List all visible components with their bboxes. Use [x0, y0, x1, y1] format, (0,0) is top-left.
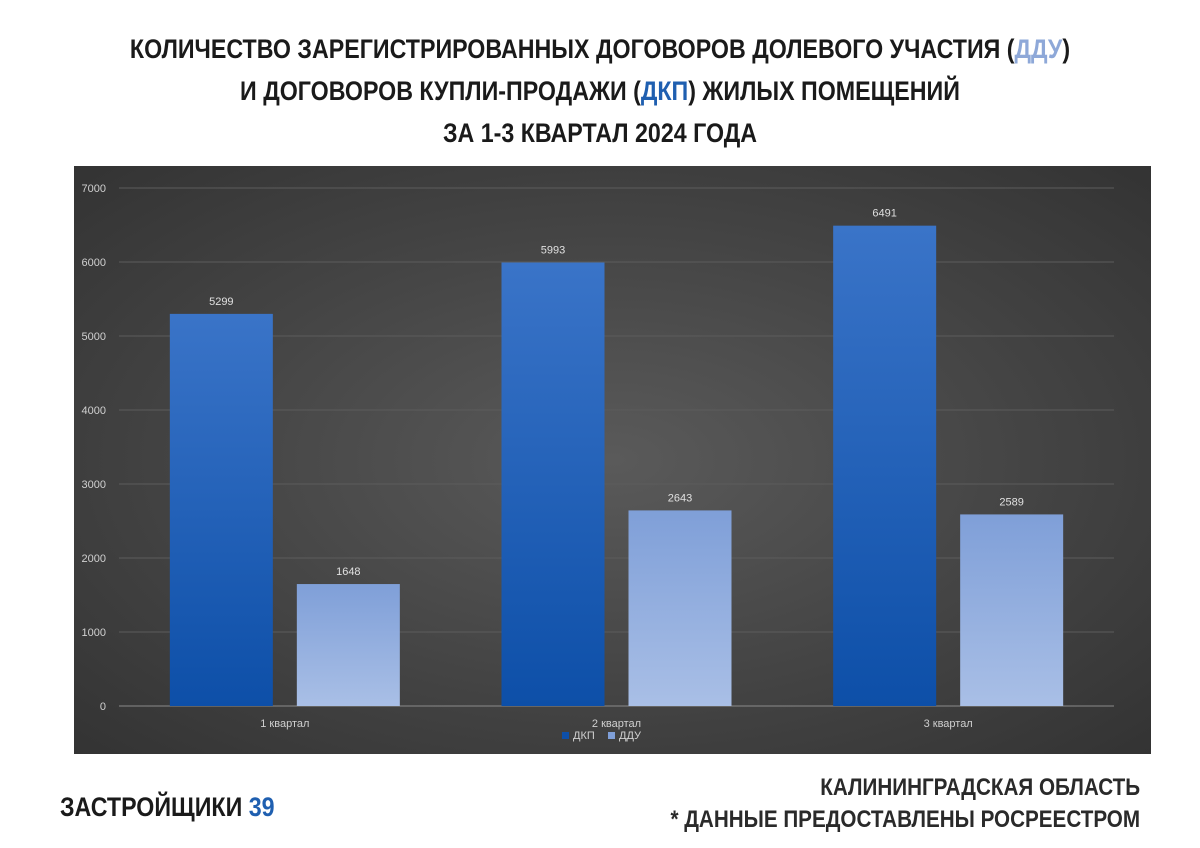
bar-dkp: [169, 313, 273, 706]
legend-label: ДКП: [573, 730, 595, 742]
chart-title: КОЛИЧЕСТВО ЗАРЕГИСТРИРОВАННЫХ ДОГОВОРОВ …: [84, 28, 1116, 154]
y-tick-label: 7000: [82, 183, 106, 195]
data-label: 6491: [872, 208, 896, 220]
data-label: 5993: [541, 245, 565, 257]
x-tick-label: 3 квартал: [924, 718, 973, 730]
brand-number: 39: [248, 792, 275, 822]
bar-dkp: [501, 262, 605, 706]
bar-chart: 0 1000 2000 3000 4000 5000 6000 7000 5299 1648 1 …: [82, 183, 1114, 742]
y-tick-label: 1000: [82, 627, 106, 639]
title-line-3: ЗА 1-3 КВАРТАЛ 2024 ГОДА: [442, 118, 758, 148]
bar-dkp: [833, 225, 937, 706]
ddu-abbreviation: ДДУ: [1014, 34, 1063, 64]
data-label: 5299: [209, 296, 233, 308]
y-tick-label: 0: [100, 701, 106, 713]
bar-ddu: [628, 510, 732, 706]
y-tick-label: 6000: [82, 257, 106, 269]
x-tick-label: 1 квартал: [260, 718, 309, 730]
y-tick-label: 3000: [82, 479, 106, 491]
brand-logo-text: ЗАСТРОЙЩИКИ 39: [60, 792, 275, 822]
legend-label: ДДУ: [619, 730, 642, 742]
legend-swatch-dkp: [562, 732, 569, 739]
source-note: * ДАННЫЕ ПРЕДОСТАВЛЕНЫ РОСРЕЕСТРОМ: [670, 806, 1140, 833]
chart-panel: 0 1000 2000 3000 4000 5000 6000 7000 5299 1648 1 …: [74, 166, 1151, 754]
footer-source: КАЛИНИНГРАДСКАЯ ОБЛАСТЬ * ДАННЫЕ ПРЕДОСТ…: [670, 772, 1140, 836]
x-tick-label: 2 квартал: [592, 718, 641, 730]
title-line-2: И ДОГОВОРОВ КУПЛИ-ПРОДАЖИ (ДКП) ЖИЛЫХ ПО…: [240, 76, 960, 106]
data-label: 2589: [999, 496, 1023, 508]
bar-ddu: [296, 584, 400, 706]
y-tick-label: 2000: [82, 553, 106, 565]
data-label: 1648: [336, 566, 360, 578]
legend-swatch-ddu: [608, 732, 615, 739]
dkp-abbreviation: ДКП: [640, 76, 689, 106]
y-tick-label: 5000: [82, 331, 106, 343]
region-label: КАЛИНИНГРАДСКАЯ ОБЛАСТЬ: [820, 774, 1140, 801]
bar-ddu: [960, 514, 1064, 706]
y-tick-label: 4000: [82, 405, 106, 417]
data-label: 2643: [668, 492, 692, 504]
title-line-1: КОЛИЧЕСТВО ЗАРЕГИСТРИРОВАННЫХ ДОГОВОРОВ …: [129, 34, 1071, 64]
